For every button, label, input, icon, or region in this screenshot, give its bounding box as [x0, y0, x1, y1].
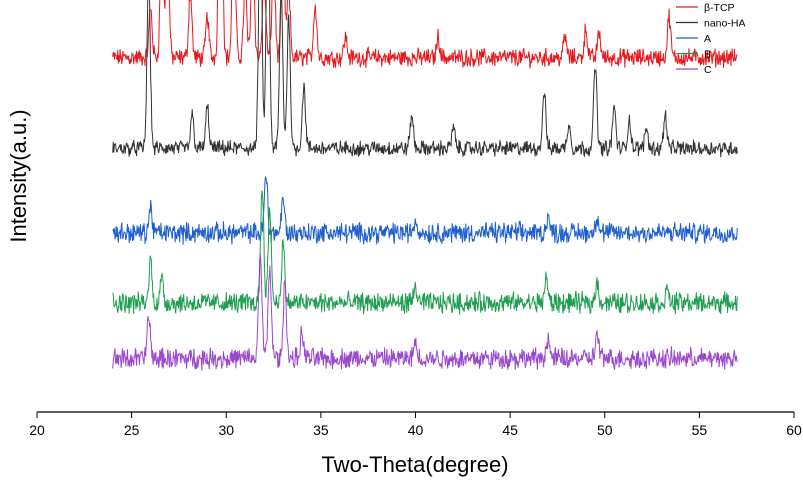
x-tick-label: 20 — [29, 422, 45, 438]
x-tick-label: 35 — [313, 422, 329, 438]
x-tick-label: 45 — [502, 422, 518, 438]
series-layer — [112, 0, 738, 371]
series-line-1 — [112, 0, 738, 158]
series-line-4 — [112, 253, 738, 371]
series-line-0 — [112, 0, 738, 69]
legend-label-2: A — [704, 33, 711, 45]
x-tick-label: 50 — [597, 422, 613, 438]
x-ticks: 20 25 30 35 40 45 50 55 60 — [29, 412, 802, 438]
x-axis-label: Two-Theta(degree) — [321, 452, 508, 477]
x-tick-label: 40 — [408, 422, 424, 438]
x-tick-label: 60 — [786, 422, 802, 438]
x-tick-label: 55 — [692, 422, 708, 438]
y-axis-label: Intensity(a.u.) — [6, 109, 31, 242]
x-tick-label: 25 — [124, 422, 140, 438]
legend-label-0: β-TCP — [704, 2, 735, 14]
x-tick-label: 30 — [218, 422, 234, 438]
series-line-2 — [112, 176, 738, 245]
legend: β-TCP nano-HA ABC — [676, 2, 745, 76]
series-line-3 — [112, 190, 738, 315]
legend-label-3: B — [704, 49, 711, 61]
legend-label-1: nano-HA — [704, 18, 745, 30]
legend-label-4: C — [704, 64, 712, 76]
